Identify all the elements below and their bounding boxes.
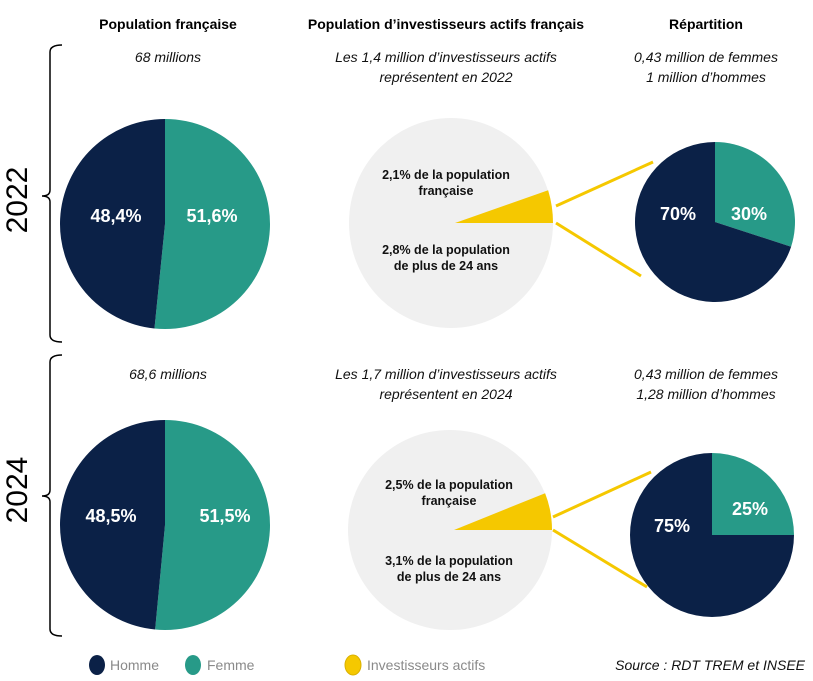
- subtitle-pop-2022: 68 millions: [135, 49, 201, 65]
- brace-2022: [41, 44, 63, 343]
- year-2022: 2022: [1, 167, 34, 234]
- inv-label-2022-b1: 2,8% de la population: [382, 243, 510, 257]
- slice-homme-2022-2: [635, 142, 792, 302]
- legend-homme: Homme: [110, 657, 159, 673]
- subtitle-inv-2022-l2: représentent en 2022: [379, 69, 512, 85]
- slice-femme-2024-3: [155, 420, 270, 630]
- legend-investisseurs: Investisseurs actifs: [367, 657, 485, 673]
- zoom-line-bottom-2024: [552, 528, 648, 589]
- brace-2024: [41, 354, 63, 637]
- zoom-line-bottom-2022: [555, 221, 642, 278]
- slice-homme-2022-0: [59, 118, 165, 329]
- inv-label-2024-b1: 3,1% de la population: [385, 554, 513, 568]
- label-homme-rep-2024: 75%: [654, 516, 690, 536]
- label-femme-pop-2024: 51,5%: [199, 506, 250, 526]
- label-femme-rep-2022: 30%: [731, 204, 767, 224]
- subtitle-rep-2022-l1: 0,43 million de femmes: [634, 49, 778, 65]
- label-homme-pop-2022: 48,4%: [90, 206, 141, 226]
- header-repartition: Répartition: [669, 16, 743, 32]
- zoom-line-top-2022: [555, 160, 654, 208]
- subtitle-rep-2024-l1: 0,43 million de femmes: [634, 366, 778, 382]
- slice-femme-2024-5: [712, 453, 794, 535]
- label-homme-rep-2022: 70%: [660, 204, 696, 224]
- inv-label-2024-a2: française: [422, 494, 477, 508]
- slice-femme-2022-2: [715, 142, 795, 247]
- slice-femme-2022-0: [154, 119, 270, 329]
- header-investisseurs: Population d’investisseurs actifs frança…: [308, 16, 584, 32]
- subtitle-rep-2024-l2: 1,28 million d’hommes: [636, 386, 775, 402]
- inv-label-2022-a1: 2,1% de la population: [382, 168, 510, 182]
- inv-label-2022-a2: française: [419, 184, 474, 198]
- label-femme-rep-2024: 25%: [732, 499, 768, 519]
- subtitle-inv-2024-l2: représentent en 2024: [379, 386, 512, 402]
- inv-label-2024-a1: 2,5% de la population: [385, 478, 513, 492]
- inv-label-2022-b2: de plus de 24 ans: [394, 259, 498, 273]
- pie-population-2022: [349, 118, 553, 328]
- legend-femme: Femme: [207, 657, 255, 673]
- subtitle-rep-2022-l2: 1 million d’hommes: [646, 69, 766, 85]
- subtitle-pop-2024: 68,6 millions: [129, 366, 207, 382]
- year-2024: 2024: [1, 457, 34, 524]
- slice-investisseurs-2024: [454, 493, 552, 530]
- legend-femme-swatch: [185, 655, 201, 675]
- inv-label-2024-b2: de plus de 24 ans: [397, 570, 501, 584]
- slice-homme-2024-3: [59, 420, 166, 630]
- header-population: Population française: [99, 16, 237, 32]
- subtitle-inv-2022-l1: Les 1,4 million d’investisseurs actifs: [335, 49, 557, 65]
- legend-homme-swatch: [89, 655, 105, 675]
- slice-investisseurs-2022: [455, 190, 553, 223]
- label-femme-pop-2022: 51,6%: [186, 206, 237, 226]
- label-homme-pop-2024: 48,5%: [85, 506, 136, 526]
- subtitle-inv-2024-l1: Les 1,7 million d’investisseurs actifs: [335, 366, 557, 382]
- pie-population-2024: [348, 430, 552, 630]
- source-note: Source : RDT TREM et INSEE: [615, 657, 805, 673]
- zoom-line-top-2024: [552, 470, 652, 519]
- legend-investisseurs-swatch: [344, 654, 362, 676]
- slice-homme-2024-5: [630, 453, 794, 617]
